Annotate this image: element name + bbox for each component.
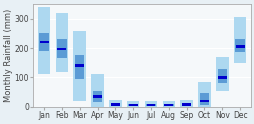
Bar xyxy=(38,7,50,74)
Bar xyxy=(181,103,190,106)
Bar xyxy=(234,39,244,52)
Bar xyxy=(109,100,121,107)
Bar xyxy=(39,41,48,43)
Bar xyxy=(199,93,208,105)
Bar xyxy=(75,64,84,67)
Bar xyxy=(164,104,173,106)
Bar xyxy=(146,104,155,106)
Bar xyxy=(180,100,192,107)
Y-axis label: Monthly Rainfall (mm): Monthly Rainfall (mm) xyxy=(4,9,13,102)
Bar xyxy=(57,47,66,50)
Bar xyxy=(162,101,174,107)
Bar xyxy=(217,69,226,83)
Bar xyxy=(164,104,173,106)
Bar xyxy=(181,103,190,106)
Bar xyxy=(92,91,102,102)
Bar xyxy=(55,13,68,72)
Bar xyxy=(57,39,66,58)
Bar xyxy=(144,101,157,107)
Bar xyxy=(197,82,210,107)
Bar xyxy=(146,104,155,106)
Bar xyxy=(75,55,84,79)
Bar xyxy=(39,33,49,51)
Bar xyxy=(110,103,120,106)
Bar xyxy=(199,100,208,102)
Bar xyxy=(93,95,102,98)
Bar xyxy=(233,17,245,63)
Bar xyxy=(235,46,244,48)
Bar xyxy=(128,104,137,106)
Bar xyxy=(128,104,137,106)
Bar xyxy=(217,76,226,78)
Bar xyxy=(91,74,103,107)
Bar xyxy=(126,101,139,107)
Bar xyxy=(215,57,228,91)
Bar xyxy=(73,31,86,101)
Bar xyxy=(110,103,119,106)
